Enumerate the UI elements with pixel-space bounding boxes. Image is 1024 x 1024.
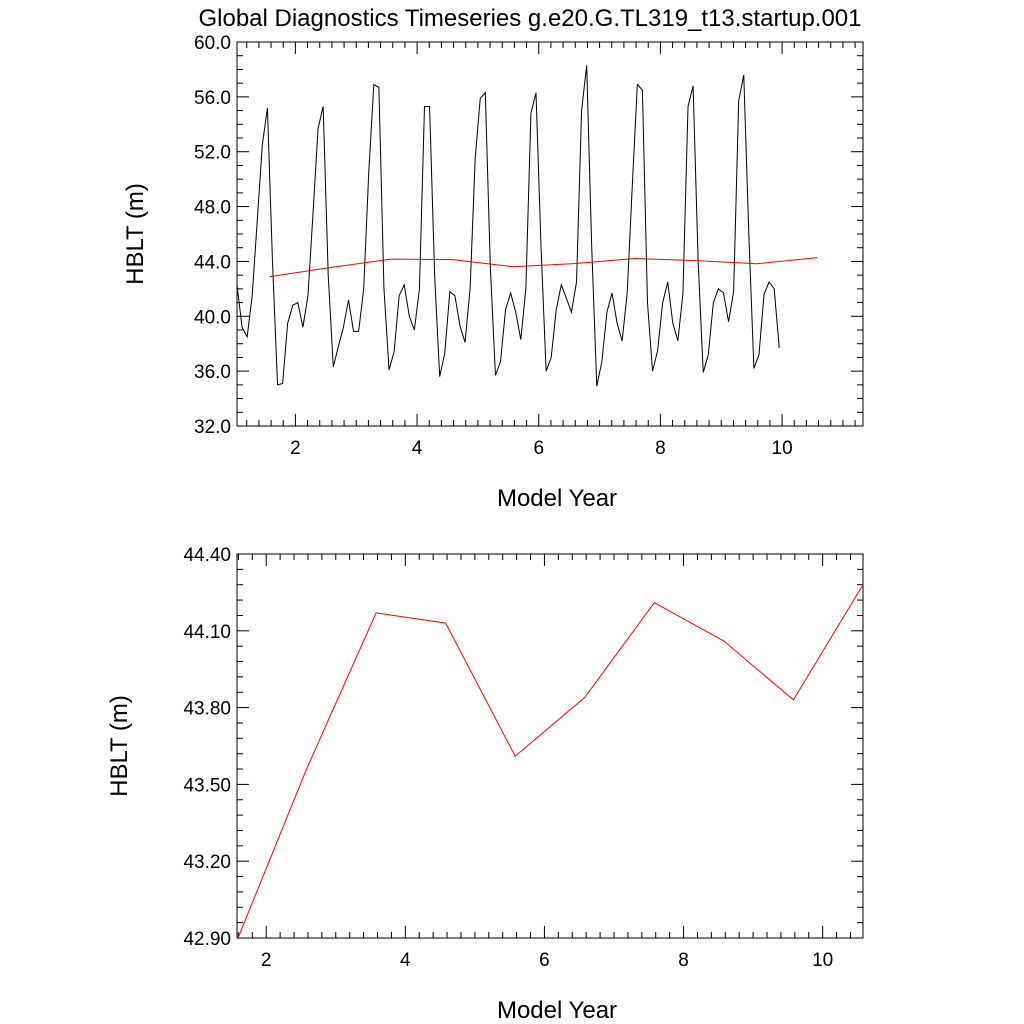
- x-tick-label: 8: [678, 950, 689, 971]
- annual-mean-series-line: [269, 257, 818, 278]
- chart-title: Global Diagnostics Timeseries g.e20.G.TL…: [198, 5, 861, 32]
- x-axis-label: Model Year: [497, 997, 617, 1024]
- y-tick-label: 32.0: [194, 417, 231, 438]
- x-axis-label: Model Year: [497, 485, 617, 512]
- y-axis-label: HBLT (m): [106, 695, 133, 797]
- y-tick-label: 48.0: [194, 198, 231, 219]
- x-tick-label: 2: [290, 438, 301, 459]
- plot-frame: [236, 553, 864, 939]
- y-tick-label: 43.20: [183, 852, 231, 873]
- y-tick-label: 56.0: [194, 88, 231, 109]
- y-tick-label: 60.0: [194, 33, 231, 54]
- x-tick-label: 6: [539, 950, 550, 971]
- x-tick-label: 2: [261, 950, 272, 971]
- y-axis-label: HBLT (m): [122, 183, 149, 285]
- y-tick-label: 44.0: [194, 252, 231, 273]
- x-tick-label: 10: [812, 950, 833, 971]
- y-tick-label: 52.0: [194, 143, 231, 164]
- x-tick-label: 4: [400, 950, 411, 971]
- y-tick-label: 40.0: [194, 307, 231, 328]
- x-tick-label: 10: [772, 438, 793, 459]
- y-tick-label: 43.80: [183, 699, 231, 720]
- x-tick-label: 8: [655, 438, 666, 459]
- y-tick-label: 36.0: [194, 362, 231, 383]
- y-tick-label: 42.90: [183, 929, 231, 950]
- y-tick-label: 44.40: [183, 545, 231, 566]
- y-tick-label: 43.50: [183, 775, 231, 796]
- plot-frame: [236, 41, 864, 427]
- monthly-series-line: [237, 65, 780, 387]
- x-tick-label: 4: [412, 438, 423, 459]
- annual-mean-panel: 42.90 43.20 43.50 43.80 44.10 44.40 2 4 6 8 10 Mode…: [106, 545, 864, 1024]
- y-tick-label: 44.10: [183, 622, 231, 643]
- annual-mean-series-line: [237, 584, 863, 938]
- timeseries-panel: 32.0 36.0 40.0 44.0 48.0 52.0 56.0 60.0 2 4 6 8 10 Mo…: [122, 33, 864, 512]
- x-tick-label: 6: [533, 438, 544, 459]
